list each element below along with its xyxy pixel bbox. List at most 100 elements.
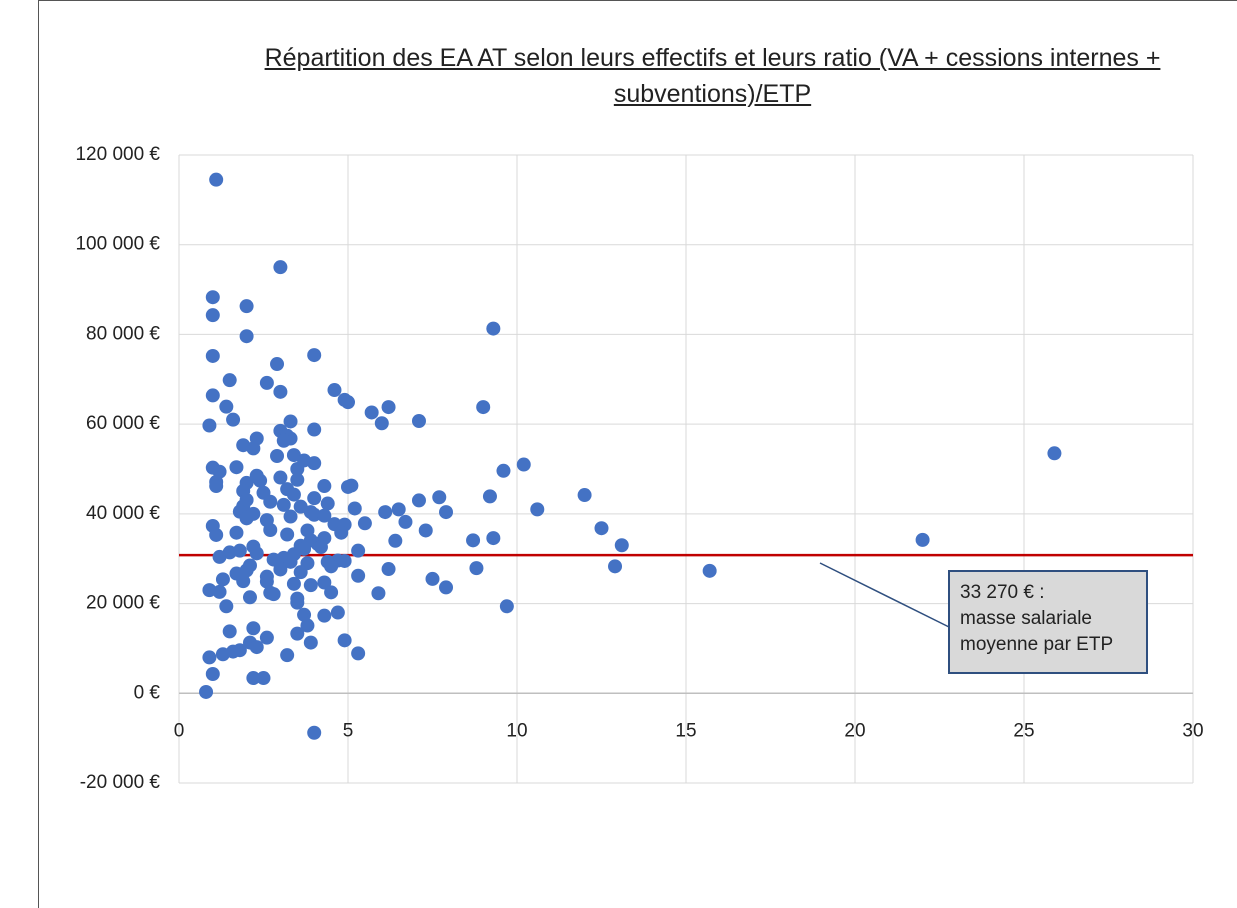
point — [222, 373, 237, 388]
point — [374, 416, 389, 431]
point — [594, 521, 609, 536]
point — [303, 635, 318, 650]
point — [205, 666, 220, 681]
point — [219, 399, 234, 414]
point — [239, 299, 254, 314]
y-tick-label: -20 000 € — [80, 772, 161, 793]
annotation-line: moyenne par ETP — [960, 634, 1114, 655]
point — [466, 533, 481, 548]
point — [317, 479, 332, 494]
point — [439, 505, 454, 520]
x-tick-label: 10 — [506, 720, 527, 741]
point — [253, 473, 268, 488]
point — [915, 532, 930, 547]
point — [199, 684, 214, 699]
point — [209, 479, 224, 494]
point — [270, 357, 285, 372]
point — [229, 460, 244, 475]
point — [381, 562, 396, 577]
point — [239, 511, 254, 526]
point — [317, 575, 332, 590]
point — [283, 414, 298, 429]
point — [229, 525, 244, 540]
point — [263, 494, 278, 509]
annotation-connector — [819, 562, 950, 628]
point — [263, 523, 278, 538]
point — [347, 501, 362, 516]
point — [614, 538, 629, 553]
point — [1047, 446, 1062, 461]
point — [337, 553, 352, 568]
y-tick-label: 100 000 € — [75, 234, 160, 255]
point — [205, 290, 220, 305]
point — [307, 507, 322, 522]
point — [341, 479, 355, 494]
x-tick-label: 25 — [1013, 720, 1034, 741]
point — [283, 554, 298, 569]
point — [280, 648, 295, 663]
point — [297, 607, 312, 622]
point — [341, 395, 355, 410]
y-tick-label: 80 000 € — [86, 323, 160, 344]
point — [330, 605, 345, 620]
point — [259, 630, 274, 645]
point — [530, 502, 545, 517]
point — [432, 490, 447, 505]
point — [202, 418, 217, 433]
point — [307, 422, 322, 437]
point — [283, 509, 298, 524]
y-tick-label: 60 000 € — [86, 413, 160, 434]
point — [608, 559, 623, 574]
chart-title: Répartition des EA AT selon leurs effect… — [264, 44, 1161, 108]
point — [351, 543, 366, 558]
point — [202, 650, 217, 665]
point — [303, 578, 318, 593]
point — [293, 565, 308, 580]
point — [411, 493, 426, 508]
point — [259, 574, 274, 589]
point — [226, 412, 241, 427]
point — [286, 487, 301, 502]
annotation-box: 33 270 € : masse salariale moyenne par E… — [948, 570, 1148, 674]
point — [357, 516, 372, 531]
point — [209, 172, 224, 187]
point — [469, 561, 484, 576]
point — [439, 580, 454, 595]
point — [273, 384, 288, 399]
point — [327, 383, 342, 398]
point — [246, 671, 261, 686]
point — [249, 640, 264, 655]
point — [371, 586, 386, 601]
point — [212, 584, 227, 599]
x-tick-label: 20 — [844, 720, 865, 741]
y-tick-label: 120 000 € — [75, 144, 160, 165]
point — [418, 523, 433, 538]
point — [259, 375, 274, 390]
point — [205, 388, 220, 403]
point — [270, 448, 285, 463]
point — [242, 590, 257, 605]
point — [246, 441, 261, 456]
point — [276, 497, 291, 512]
point — [351, 568, 366, 583]
point — [364, 405, 379, 420]
point — [290, 595, 305, 610]
point — [246, 621, 261, 636]
x-tick-label: 30 — [1182, 720, 1203, 741]
point — [280, 527, 295, 542]
point — [300, 618, 315, 633]
y-tick-label: 40 000 € — [86, 503, 160, 524]
point — [577, 488, 592, 503]
point — [266, 552, 281, 567]
point — [219, 599, 234, 614]
point — [324, 559, 339, 574]
point — [378, 505, 393, 520]
point — [290, 462, 305, 476]
point — [476, 400, 491, 415]
point — [307, 725, 322, 740]
x-tick-label: 5 — [343, 720, 354, 741]
point — [212, 549, 227, 564]
point — [334, 525, 349, 540]
y-tick-label: 0 € — [134, 682, 161, 703]
